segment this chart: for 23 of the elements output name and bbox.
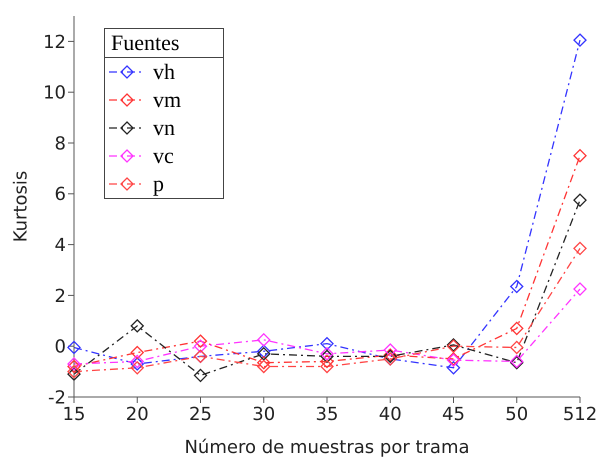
- legend-label: vc: [153, 143, 174, 169]
- x-tick-label: 512: [562, 404, 598, 425]
- y-axis-title: Kurtosis: [10, 170, 32, 242]
- y-tick-label: 10: [43, 82, 66, 104]
- y-tick-label: 12: [43, 32, 66, 53]
- y-tick-label: 8: [54, 133, 66, 154]
- x-tick-label: 20: [126, 404, 149, 425]
- x-tick-label: 25: [189, 404, 212, 425]
- legend-label: vn: [153, 115, 175, 141]
- x-tick-label: 45: [442, 404, 465, 425]
- x-tick-label: 40: [378, 404, 402, 425]
- x-tick-label: 30: [252, 404, 276, 425]
- legend-title: Fuentes: [105, 29, 223, 58]
- x-axis-title: Número de muestras por trama: [184, 437, 470, 458]
- y-tick-label: 6: [54, 184, 66, 206]
- x-tick-label: 35: [316, 404, 338, 425]
- x-tick-label: 50: [505, 404, 528, 425]
- legend-label: p: [153, 171, 164, 197]
- y-tick-label: 2: [54, 286, 66, 307]
- legend-label: vm: [153, 87, 182, 113]
- legend-label: vh: [153, 59, 175, 85]
- y-tick-label: 0: [54, 336, 66, 358]
- y-tick-label: 4: [54, 234, 66, 256]
